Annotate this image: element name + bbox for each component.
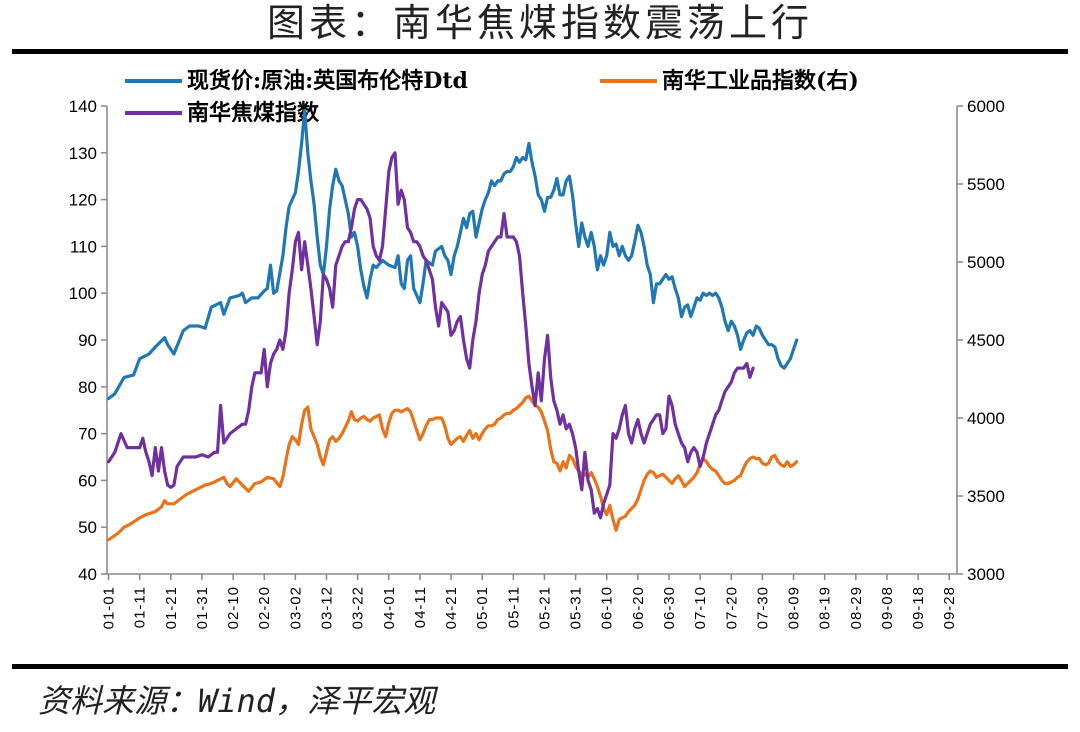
x-tick-label: 07-20 xyxy=(723,586,740,629)
figure-title: 图表：南华焦煤指数震荡上行 xyxy=(266,1,813,45)
left-tick-label: 90 xyxy=(78,331,97,350)
legend-label-1: 南华工业品指数(右) xyxy=(662,68,859,94)
x-tick-label: 09-08 xyxy=(879,586,896,629)
legend-label-0: 现货价:原油:英国布伦特Dtd xyxy=(187,68,468,94)
right-tick-label: 4500 xyxy=(967,331,1005,350)
x-tick-label: 05-11 xyxy=(505,586,522,628)
top-rule xyxy=(12,49,1068,54)
x-tick-label: 07-30 xyxy=(754,586,771,629)
series-line-0 xyxy=(107,109,799,401)
right-tick-label: 5000 xyxy=(967,253,1005,272)
legend-label-2: 南华焦煤指数 xyxy=(187,100,320,126)
series-line-1 xyxy=(107,394,799,542)
x-tick-label: 05-31 xyxy=(568,586,585,629)
x-tick-label: 09-18 xyxy=(910,586,927,629)
left-tick-label: 140 xyxy=(69,97,97,116)
line-chart: 现货价:原油:英国布伦特Dtd 南华工业品指数(右) 南华焦煤指数 40 50 60 70… xyxy=(69,68,1005,629)
right-tick-label: 3000 xyxy=(967,565,1005,584)
x-tick-label: 02-20 xyxy=(256,586,273,629)
x-tick-label: 01-11 xyxy=(132,586,149,628)
left-tick-label: 110 xyxy=(70,237,97,256)
x-tick-label: 05-21 xyxy=(536,586,553,629)
x-tick-label: 04-11 xyxy=(412,586,429,628)
x-tick-label: 04-21 xyxy=(443,586,460,629)
x-tick-label: 08-19 xyxy=(817,586,834,629)
figure-source: 资料来源：Wind，泽平宏观 xyxy=(38,682,436,720)
x-tick-label: 01-01 xyxy=(101,586,118,629)
x-tick-label: 08-09 xyxy=(786,586,803,629)
x-tick-label: 01-31 xyxy=(194,586,211,629)
left-tick-label: 120 xyxy=(69,191,97,210)
left-tick-label: 80 xyxy=(78,378,97,397)
x-tick-label: 08-29 xyxy=(848,586,865,629)
left-tick-label: 100 xyxy=(69,284,97,303)
chart-series xyxy=(107,109,799,542)
left-tick-label: 50 xyxy=(78,518,97,537)
left-tick-label: 60 xyxy=(78,471,97,490)
x-tick-label: 06-10 xyxy=(599,586,616,629)
right-tick-label: 4000 xyxy=(967,409,1005,428)
x-tick-label: 05-01 xyxy=(474,586,491,629)
x-tick-label: 02-10 xyxy=(225,586,242,629)
x-tick-label: 09-28 xyxy=(941,586,958,629)
x-tick-label: 06-20 xyxy=(630,586,647,629)
bottom-rule xyxy=(12,664,1068,669)
right-tick-label: 6000 xyxy=(967,97,1005,116)
x-tick-label: 04-01 xyxy=(381,586,398,629)
x-tick-label: 01-21 xyxy=(163,586,180,629)
x-tick-label: 07-10 xyxy=(692,586,709,629)
x-tick-label: 03-22 xyxy=(350,586,367,629)
x-tick-label: 03-12 xyxy=(319,586,336,629)
left-tick-label: 130 xyxy=(69,144,97,163)
series-line-2 xyxy=(107,151,755,520)
right-tick-label: 5500 xyxy=(967,175,1005,194)
x-tick-label: 03-02 xyxy=(287,586,304,629)
chart-axes: 40 50 60 70 80 90 100 110 120 130 140 3000 3500 4000 4… xyxy=(69,97,1005,629)
right-tick-label: 3500 xyxy=(967,487,1005,506)
x-tick-label: 06-30 xyxy=(661,586,678,629)
left-tick-label: 70 xyxy=(78,425,97,444)
left-tick-label: 40 xyxy=(78,565,97,584)
legend: 现货价:原油:英国布伦特Dtd 南华工业品指数(右) 南华焦煤指数 xyxy=(125,68,859,126)
